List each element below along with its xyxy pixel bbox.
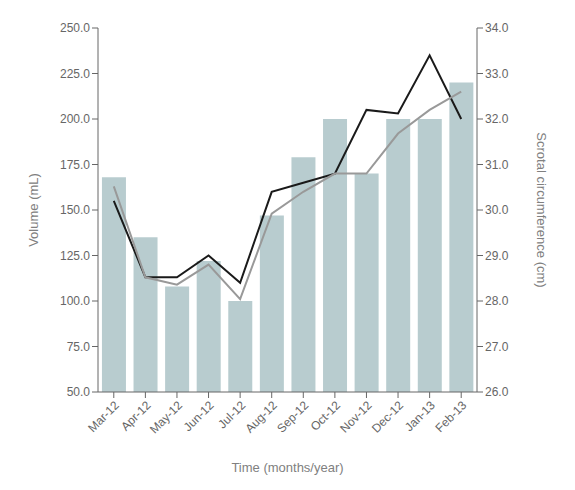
svg-text:Time (months/year): Time (months/year) (231, 460, 343, 475)
svg-text:Jul-12: Jul-12 (215, 398, 249, 432)
svg-text:28.0: 28.0 (485, 294, 509, 308)
svg-text:Aug-12: Aug-12 (243, 398, 280, 435)
svg-text:Apr-12: Apr-12 (118, 398, 154, 434)
svg-text:27.0: 27.0 (485, 340, 509, 354)
svg-text:32.0: 32.0 (485, 112, 509, 126)
svg-text:100.0: 100.0 (60, 294, 90, 308)
svg-text:150.0: 150.0 (60, 203, 90, 217)
svg-text:May-12: May-12 (147, 398, 185, 436)
svg-text:29.0: 29.0 (485, 249, 509, 263)
svg-text:200.0: 200.0 (60, 112, 90, 126)
svg-text:250.0: 250.0 (60, 21, 90, 35)
svg-text:26.0: 26.0 (485, 385, 509, 399)
svg-text:34.0: 34.0 (485, 21, 509, 35)
svg-text:31.0: 31.0 (485, 158, 509, 172)
svg-text:Jan-13: Jan-13 (402, 398, 438, 434)
svg-text:Sep-12: Sep-12 (274, 398, 311, 435)
svg-text:Dec-12: Dec-12 (369, 398, 406, 435)
svg-text:Mar-12: Mar-12 (85, 398, 122, 435)
svg-text:125.0: 125.0 (60, 249, 90, 263)
svg-text:Feb-13: Feb-13 (433, 398, 470, 435)
svg-text:225.0: 225.0 (60, 67, 90, 81)
svg-text:30.0: 30.0 (485, 203, 509, 217)
svg-text:50.0: 50.0 (67, 385, 91, 399)
svg-text:Volume (mL): Volume (mL) (26, 173, 41, 247)
svg-text:75.0: 75.0 (67, 340, 91, 354)
svg-text:175.0: 175.0 (60, 158, 90, 172)
svg-text:33.0: 33.0 (485, 67, 509, 81)
svg-text:Nov-12: Nov-12 (337, 398, 374, 435)
svg-text:Scrotal circumference (cm): Scrotal circumference (cm) (534, 132, 549, 287)
svg-text:Oct-12: Oct-12 (308, 398, 344, 434)
svg-text:Jun-12: Jun-12 (181, 398, 217, 434)
